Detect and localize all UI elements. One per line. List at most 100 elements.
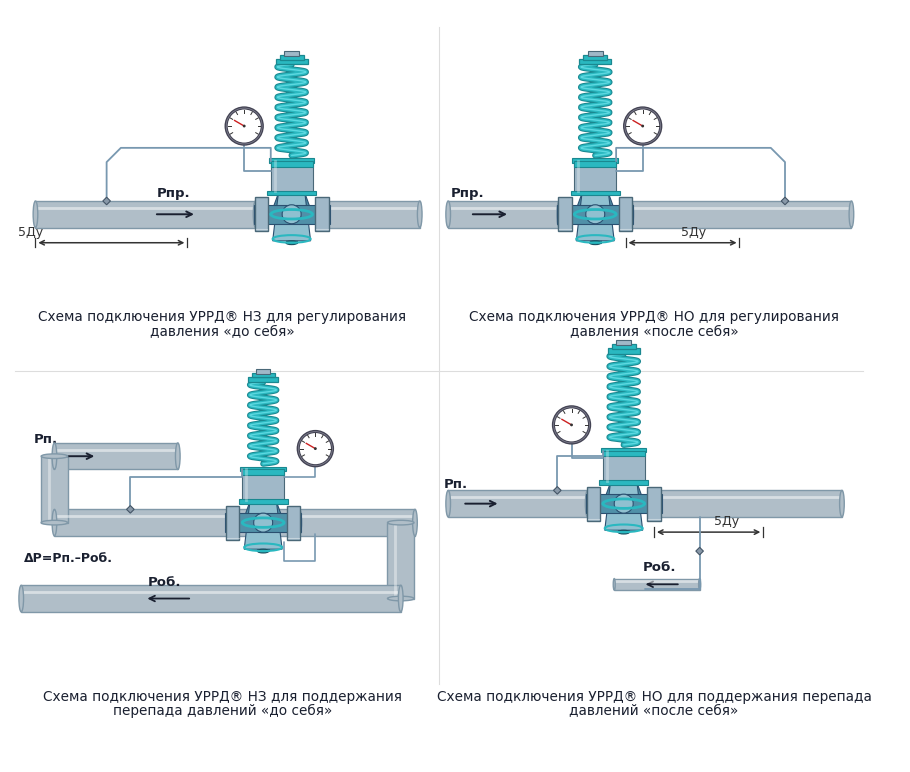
Bar <box>588 51 602 56</box>
Bar <box>254 205 329 224</box>
Polygon shape <box>781 197 789 205</box>
Ellipse shape <box>446 201 450 228</box>
Bar <box>614 578 700 590</box>
Ellipse shape <box>258 549 268 553</box>
Ellipse shape <box>286 241 298 245</box>
Ellipse shape <box>41 454 67 459</box>
Bar <box>252 373 275 378</box>
Ellipse shape <box>52 510 56 536</box>
Ellipse shape <box>618 530 630 534</box>
Text: давления «после себя»: давления «после себя» <box>570 325 738 339</box>
Bar <box>299 510 415 536</box>
Bar <box>586 494 662 513</box>
Ellipse shape <box>41 520 67 525</box>
Ellipse shape <box>849 201 854 228</box>
Bar <box>572 158 618 163</box>
Bar <box>271 159 312 194</box>
Ellipse shape <box>297 510 301 536</box>
Text: Схема подключения УРРД® НО для регулирования: Схема подключения УРРД® НО для регулиров… <box>469 310 839 324</box>
Text: 5Ду: 5Ду <box>713 516 739 529</box>
Bar <box>602 451 644 456</box>
Text: Роб.: Роб. <box>642 561 676 574</box>
Bar <box>579 59 612 64</box>
Bar <box>238 499 288 503</box>
Bar <box>574 159 616 194</box>
Polygon shape <box>126 506 134 513</box>
Bar <box>267 191 317 195</box>
Ellipse shape <box>253 201 258 228</box>
Bar <box>35 201 256 228</box>
Bar <box>574 161 616 167</box>
Ellipse shape <box>19 585 24 612</box>
Text: 5Ду: 5Ду <box>681 226 706 239</box>
Ellipse shape <box>629 201 633 228</box>
Ellipse shape <box>657 490 662 517</box>
Circle shape <box>243 124 246 127</box>
Polygon shape <box>244 502 282 549</box>
Circle shape <box>282 205 301 224</box>
Bar <box>601 448 646 452</box>
Bar <box>285 51 298 56</box>
Text: давлений «после себя»: давлений «после себя» <box>570 704 739 718</box>
Circle shape <box>314 447 317 450</box>
Polygon shape <box>602 482 644 503</box>
Ellipse shape <box>446 490 450 517</box>
Polygon shape <box>273 194 310 241</box>
Ellipse shape <box>388 596 414 601</box>
Circle shape <box>570 424 573 426</box>
Text: Рпр.: Рпр. <box>157 187 190 200</box>
Bar <box>276 59 308 64</box>
Polygon shape <box>242 502 284 523</box>
Ellipse shape <box>33 201 38 228</box>
Text: Схема подключения УРРД® НО для поддержания перепада: Схема подключения УРРД® НО для поддержан… <box>437 690 872 704</box>
Bar <box>21 585 400 612</box>
Bar <box>55 443 177 469</box>
Bar <box>257 369 270 374</box>
Bar <box>242 468 284 502</box>
Bar <box>612 344 636 349</box>
Ellipse shape <box>176 443 180 469</box>
Text: Схема подключения УРРД® НЗ для поддержания: Схема подключения УРРД® НЗ для поддержан… <box>43 690 402 704</box>
Bar <box>55 510 299 536</box>
Bar <box>268 158 315 163</box>
Bar <box>583 55 607 59</box>
Bar <box>279 55 304 59</box>
Bar <box>571 191 620 195</box>
Ellipse shape <box>840 490 844 517</box>
Ellipse shape <box>399 585 403 612</box>
Bar <box>225 513 301 532</box>
Circle shape <box>552 406 591 444</box>
Text: давления «до себя»: давления «до себя» <box>150 325 295 339</box>
Circle shape <box>254 513 273 532</box>
Bar <box>608 348 640 354</box>
Bar <box>616 340 631 345</box>
Bar <box>587 486 600 521</box>
Polygon shape <box>696 547 703 555</box>
Text: 5Ду: 5Ду <box>18 226 44 239</box>
Bar <box>227 506 239 540</box>
Circle shape <box>298 431 333 466</box>
Circle shape <box>586 205 605 224</box>
Bar <box>255 197 268 232</box>
Text: Рп.: Рп. <box>34 433 57 446</box>
Bar <box>558 197 571 232</box>
Text: перепада давлений «до себя»: перепада давлений «до себя» <box>113 704 332 718</box>
Ellipse shape <box>613 578 615 590</box>
Ellipse shape <box>412 510 418 536</box>
Text: Рп.: Рп. <box>443 479 468 492</box>
Bar <box>41 456 67 523</box>
Bar <box>632 201 852 228</box>
Bar <box>287 506 300 540</box>
Bar <box>316 197 329 232</box>
Bar <box>647 486 661 521</box>
Circle shape <box>299 432 331 465</box>
Bar <box>240 466 286 472</box>
Bar <box>557 205 633 224</box>
Ellipse shape <box>418 201 422 228</box>
Bar <box>619 197 632 232</box>
Text: Роб.: Роб. <box>147 576 181 589</box>
Ellipse shape <box>585 490 590 517</box>
Circle shape <box>623 107 662 145</box>
Bar <box>388 523 414 598</box>
Bar <box>449 490 588 517</box>
